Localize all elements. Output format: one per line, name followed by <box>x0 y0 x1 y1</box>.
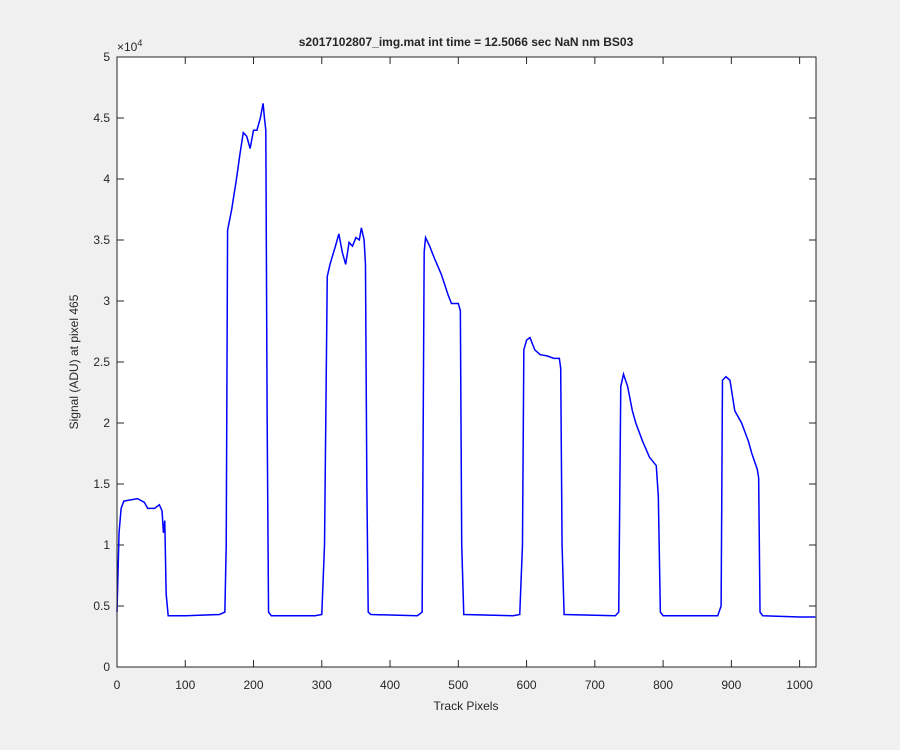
y-tick-label: 2.5 <box>93 355 110 369</box>
axes-box <box>116 56 817 668</box>
x-tick-label: 800 <box>653 678 673 692</box>
data-line <box>116 103 816 618</box>
x-tick-label: 300 <box>312 678 332 692</box>
x-tick-label: 900 <box>721 678 741 692</box>
y-tick-label: 1 <box>103 538 110 552</box>
y-multiplier-exponent: 4 <box>137 38 142 48</box>
x-tick-label: 600 <box>517 678 537 692</box>
y-tick-label: 0.5 <box>93 599 110 613</box>
x-tick-label: 1000 <box>786 678 813 692</box>
y-multiplier-base: ×10 <box>117 40 138 54</box>
x-tick-label: 100 <box>175 678 195 692</box>
x-axis-label: Track Pixels <box>434 699 499 713</box>
y-tick-label: 1.5 <box>93 477 110 491</box>
y-tick-label: 5 <box>103 50 110 64</box>
y-tick-label: 4 <box>103 172 110 186</box>
plot-area <box>117 57 816 667</box>
y-multiplier: ×104 <box>117 38 142 54</box>
y-axis-label: Signal (ADU) at pixel 465 <box>67 294 81 429</box>
y-tick-label: 4.5 <box>93 111 110 125</box>
x-tick-label: 0 <box>114 678 121 692</box>
y-tick-label: 3 <box>103 294 110 308</box>
y-tick-label: 0 <box>103 660 110 674</box>
y-tick-label: 3.5 <box>93 233 110 247</box>
x-tick-label: 700 <box>585 678 605 692</box>
y-tick-label: 2 <box>103 416 110 430</box>
x-tick-label: 200 <box>244 678 264 692</box>
chart-title: s2017102807_img.mat int time = 12.5066 s… <box>299 35 634 49</box>
x-tick-label: 500 <box>448 678 468 692</box>
x-tick-label: 400 <box>380 678 400 692</box>
